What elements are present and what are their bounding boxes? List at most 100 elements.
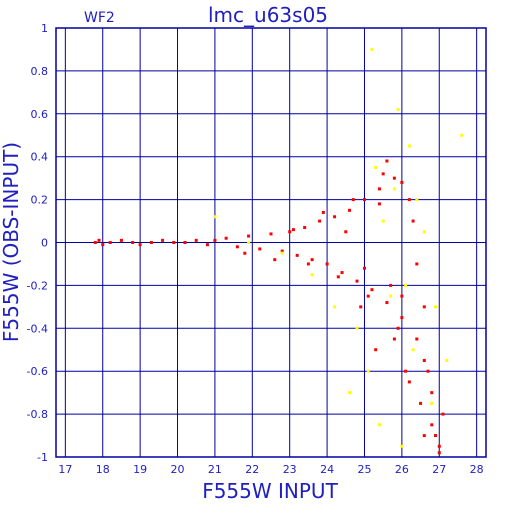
y-tick-label: -0.8 xyxy=(27,408,48,421)
data-point xyxy=(235,245,239,249)
data-point xyxy=(377,187,381,191)
data-point xyxy=(149,241,153,244)
data-point xyxy=(161,238,165,242)
data-point xyxy=(258,247,262,251)
data-point xyxy=(370,47,374,51)
data-point xyxy=(101,243,105,247)
x-tick-label: 26 xyxy=(395,463,409,476)
data-point xyxy=(441,412,445,416)
data-point xyxy=(392,337,396,341)
data-point xyxy=(138,243,142,247)
data-point xyxy=(194,238,198,242)
data-point xyxy=(273,258,277,262)
data-point xyxy=(321,210,325,214)
data-point xyxy=(108,241,112,244)
data-point xyxy=(288,230,292,234)
data-point xyxy=(385,159,389,163)
data-point xyxy=(422,230,426,234)
x-tick-label: 28 xyxy=(470,463,484,476)
data-point xyxy=(351,198,355,202)
data-point xyxy=(396,108,400,112)
plot-frame xyxy=(55,27,487,458)
data-point xyxy=(348,208,352,212)
data-point xyxy=(426,369,430,373)
data-point xyxy=(377,423,381,427)
data-point xyxy=(291,228,295,232)
x-tick-label: 22 xyxy=(245,463,259,476)
data-point xyxy=(93,241,97,244)
data-point xyxy=(430,401,434,405)
panel-label: WF2 xyxy=(84,10,115,26)
data-points xyxy=(93,47,464,455)
data-point xyxy=(419,401,423,405)
data-point xyxy=(318,219,322,223)
y-tick-label: 0.8 xyxy=(31,65,49,78)
data-point xyxy=(407,198,411,202)
data-point xyxy=(377,202,381,206)
y-tick-label: 0 xyxy=(41,237,48,250)
x-tick-labels: 17 18 19 20 21 22 23 24 25 26 27 28 xyxy=(58,463,483,476)
data-point xyxy=(407,380,411,384)
data-point xyxy=(460,133,464,137)
data-point xyxy=(434,305,438,309)
data-point xyxy=(404,283,408,287)
data-point xyxy=(370,288,374,292)
data-point xyxy=(295,253,299,257)
data-point xyxy=(303,225,307,229)
chart-title: lmc_u63s05 xyxy=(208,3,328,27)
data-point xyxy=(119,238,123,242)
x-tick-label: 20 xyxy=(171,463,185,476)
data-point xyxy=(333,215,337,219)
x-tick-label: 19 xyxy=(133,463,147,476)
data-point xyxy=(333,305,337,309)
data-point xyxy=(389,294,393,298)
data-point xyxy=(392,176,396,180)
data-point xyxy=(247,234,251,238)
data-point xyxy=(247,241,251,244)
data-point xyxy=(392,187,396,191)
data-point xyxy=(400,444,404,448)
data-point xyxy=(400,316,404,320)
data-point xyxy=(422,305,426,309)
data-point xyxy=(325,262,329,266)
data-point xyxy=(172,241,176,244)
data-point xyxy=(366,369,370,373)
y-tick-label: 0.4 xyxy=(31,151,49,164)
data-point xyxy=(415,198,419,202)
data-point xyxy=(310,273,314,277)
y-tick-label: -1 xyxy=(37,451,48,464)
y-tick-label: 1 xyxy=(41,22,48,35)
data-point xyxy=(362,198,366,202)
data-point xyxy=(269,232,273,236)
data-point xyxy=(340,271,344,275)
data-point xyxy=(437,451,441,455)
data-point xyxy=(306,262,310,266)
x-tick-label: 21 xyxy=(208,463,222,476)
data-point xyxy=(422,434,426,438)
data-point xyxy=(213,238,217,242)
data-point xyxy=(348,391,352,395)
data-point xyxy=(366,294,370,298)
y-tick-label: 0.2 xyxy=(31,194,49,207)
data-point xyxy=(400,294,404,298)
data-point xyxy=(359,305,363,309)
data-point xyxy=(389,283,393,287)
x-tick-label: 23 xyxy=(283,463,297,476)
grid-lines xyxy=(56,27,486,458)
data-point xyxy=(362,266,366,270)
data-point xyxy=(422,358,426,362)
data-point xyxy=(437,444,441,448)
x-tick-label: 24 xyxy=(320,463,334,476)
y-tick-labels: 1 0.8 0.6 0.4 0.2 0 -0.2 -0.4 -0.6 -0.8 -1 xyxy=(27,22,48,464)
data-point xyxy=(131,241,135,244)
data-point xyxy=(407,144,411,148)
data-point xyxy=(183,241,187,244)
data-point xyxy=(280,249,284,253)
data-point xyxy=(205,243,209,247)
data-point xyxy=(243,251,247,255)
data-point xyxy=(415,262,419,266)
data-point xyxy=(411,348,415,352)
x-tick-label: 17 xyxy=(58,463,72,476)
data-point xyxy=(213,215,217,219)
